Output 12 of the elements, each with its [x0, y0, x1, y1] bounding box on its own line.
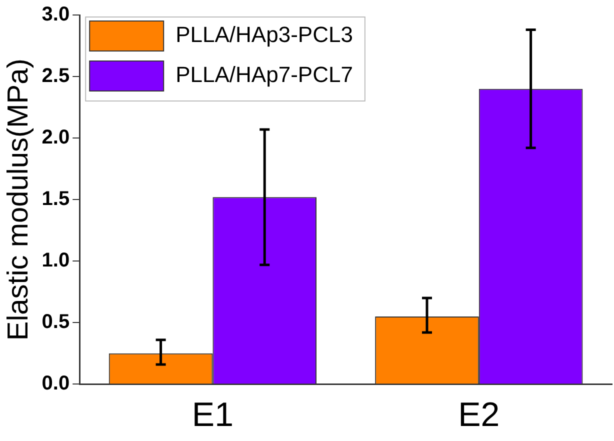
- legend-label: PLLA/HAp7-PCL7: [176, 62, 353, 88]
- y-tick-label: 1.0: [42, 250, 70, 272]
- x-tick-label: E2: [458, 396, 500, 434]
- y-axis-title: Elastic modulus(MPa): [2, 58, 34, 341]
- y-tick-label: 3.0: [42, 4, 70, 26]
- y-tick-label: 0.0: [42, 372, 70, 395]
- legend-label: PLLA/HAp3-PCL3: [176, 22, 353, 48]
- y-tick-label: 0.5: [42, 311, 70, 334]
- y-tick-label: 2.5: [42, 65, 70, 88]
- y-tick-label: 1.5: [42, 188, 70, 210]
- x-tick-label: E1: [192, 396, 234, 434]
- y-tick-label: 2.0: [42, 126, 70, 149]
